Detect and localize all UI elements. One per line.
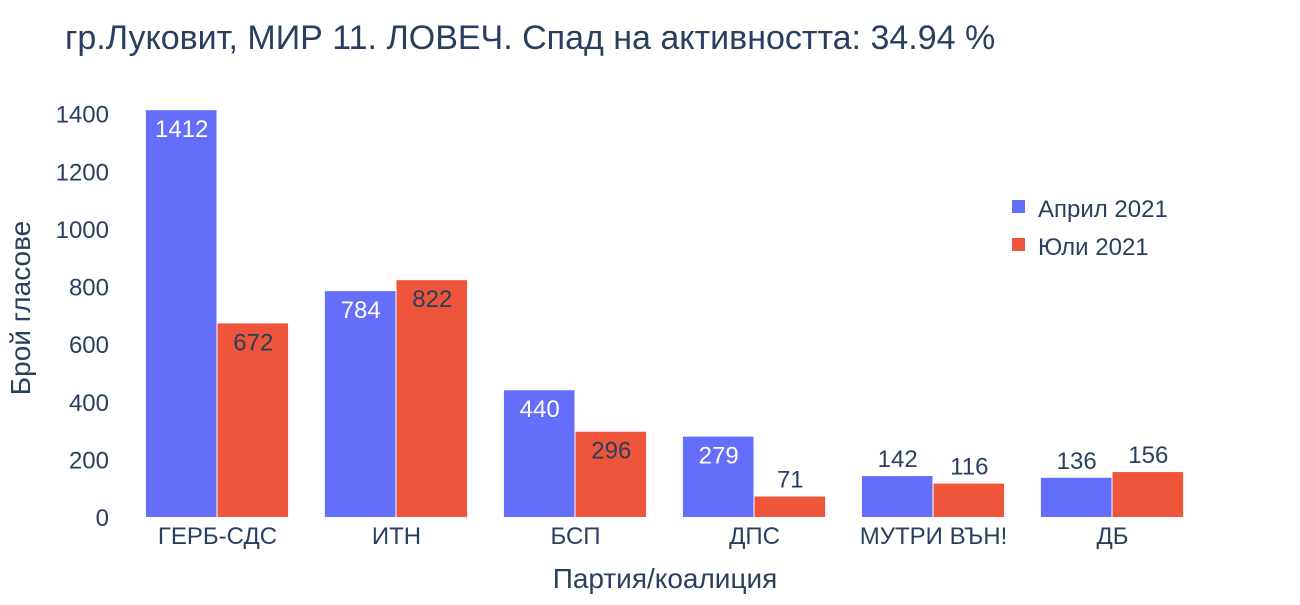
bar-value-label: 142 xyxy=(878,446,918,473)
legend-swatch xyxy=(1012,238,1025,251)
bar-value-label: 156 xyxy=(1128,442,1168,469)
bar-value-label: 116 xyxy=(950,454,988,481)
bar-value-label: 672 xyxy=(233,329,273,356)
bar-april-3 xyxy=(682,436,754,517)
x-tick-label: ДБ xyxy=(1096,523,1128,550)
y-tick-label: 1000 xyxy=(56,217,109,244)
x-tick-label: ДПС xyxy=(729,523,780,550)
y-tick-label: 1200 xyxy=(56,159,109,186)
x-tick-label: ИТН xyxy=(372,523,421,550)
x-tick-label: БСП xyxy=(550,523,600,550)
bar-july-5 xyxy=(1112,472,1184,517)
bars-layer xyxy=(145,110,1184,518)
x-axis-title: Партия/коалиция xyxy=(553,563,778,594)
bar-april-5 xyxy=(1040,477,1112,517)
bar-value-label: 279 xyxy=(699,443,739,470)
legend-label: Юли 2021 xyxy=(1038,234,1149,261)
bar-july-0 xyxy=(217,323,289,517)
y-tick-label: 600 xyxy=(69,332,109,359)
bar-april-4 xyxy=(861,476,933,517)
y-tick-label: 1400 xyxy=(56,102,109,129)
bar-july-3 xyxy=(754,496,826,517)
x-tick-label: ГЕРБ-СДС xyxy=(158,523,277,550)
y-axis-title: Брой гласове xyxy=(5,221,36,395)
bar-july-4 xyxy=(933,483,1005,517)
bar-july-1 xyxy=(396,280,468,517)
bar-april-1 xyxy=(324,291,396,517)
bar-value-label: 296 xyxy=(591,438,631,465)
y-tick-label: 200 xyxy=(69,447,109,474)
bar-value-label: 822 xyxy=(412,286,452,313)
bar-april-0 xyxy=(145,110,217,518)
y-tick-label: 400 xyxy=(69,390,109,417)
x-axis-ticks: ГЕРБ-СДС ИТН БСП ДПС МУТРИ ВЪН! ДБ xyxy=(158,523,1129,550)
legend: Април 2021 Юли 2021 xyxy=(1012,196,1168,261)
y-tick-label: 800 xyxy=(69,275,109,302)
y-axis-ticks: 0 200 400 600 800 1000 1200 1400 xyxy=(56,102,109,532)
bar-value-label: 71 xyxy=(777,467,804,494)
bar-value-label: 440 xyxy=(520,396,560,423)
bar-value-label: 1412 xyxy=(155,116,208,143)
bar-value-label: 784 xyxy=(341,297,381,324)
bar-value-label: 136 xyxy=(1057,448,1097,475)
bar-april-2 xyxy=(503,390,575,517)
y-tick-label: 0 xyxy=(96,505,109,532)
chart-title: гр.Луковит, МИР 11. ЛОВЕЧ. Спад на актив… xyxy=(65,19,995,57)
legend-label: Април 2021 xyxy=(1038,196,1168,223)
x-tick-label: МУТРИ ВЪН! xyxy=(860,523,1007,550)
legend-swatch xyxy=(1012,200,1025,213)
bar-july-2 xyxy=(575,431,647,517)
bar-labels-layer: 1412 672 784 822 440 296 279 71 142 116 136 156 xyxy=(155,116,1168,493)
